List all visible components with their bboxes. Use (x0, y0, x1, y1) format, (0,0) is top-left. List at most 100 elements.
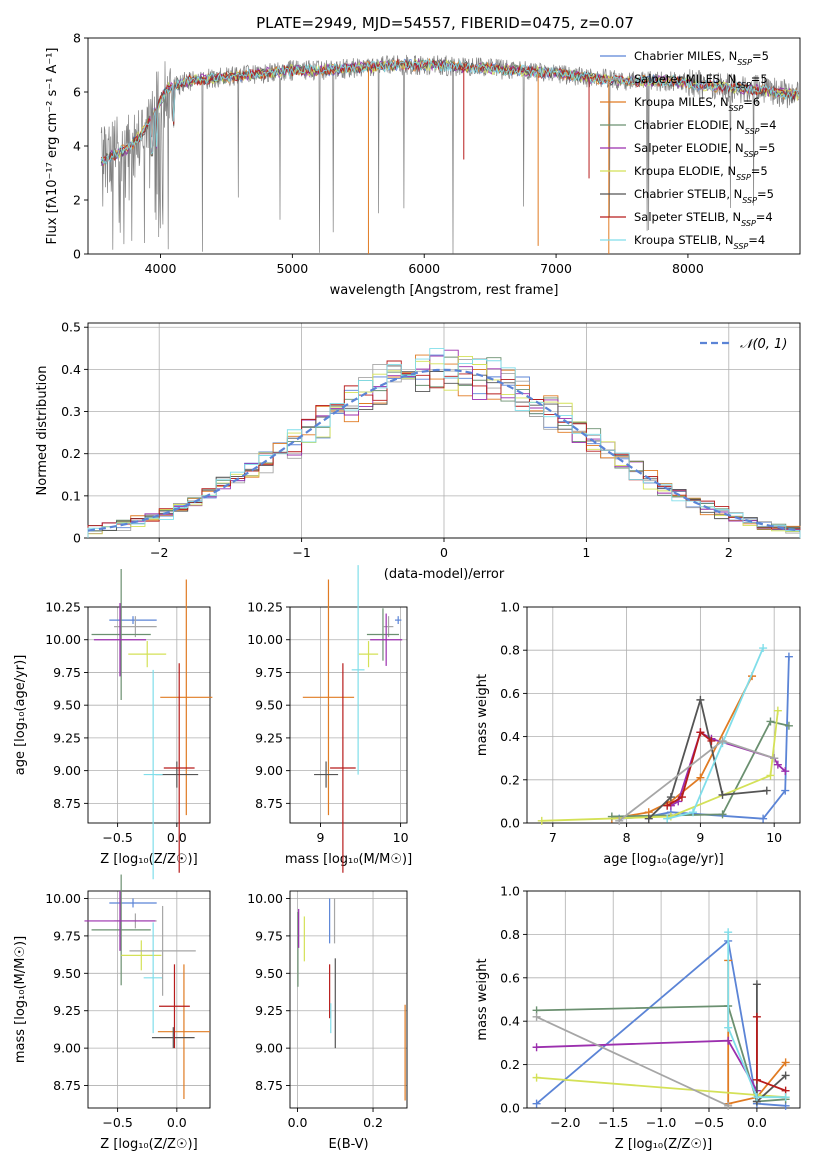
series-marker (770, 754, 779, 763)
series-marker (781, 786, 790, 795)
y-tick-label: 0.0 (500, 816, 520, 831)
residuals-xlabel: (data-model)/error (384, 567, 505, 582)
x-tick-label: −2 (150, 545, 168, 560)
y-tick-label: 0.2 (500, 772, 520, 787)
point-chabrier-elodie (91, 569, 151, 700)
point-salpeter-stelib (330, 663, 356, 873)
legend-entry: Salpeter ELODIE, NSSP=5 (634, 141, 775, 159)
point-salpeter-elodie (370, 613, 403, 666)
x-tick-label: 10 (393, 830, 409, 845)
series-line (727, 960, 787, 1105)
point-chabrier-stelib (314, 761, 339, 788)
x-tick-label: 0.2 (363, 1115, 383, 1130)
series-line (541, 710, 779, 822)
x-tick-label: 0.0 (747, 1115, 767, 1130)
point-kroupa-miles (157, 964, 210, 1100)
series-marker (752, 1012, 761, 1021)
age-vs-mass-frame (289, 606, 408, 824)
series-marker (759, 644, 768, 653)
series-marker (696, 728, 705, 737)
legend-entry: Salpeter MILES, NSSP=5 (634, 72, 768, 90)
series-marker (537, 816, 546, 825)
series-marker (663, 814, 672, 823)
y-tick-label: 0 (73, 247, 81, 262)
point-salpeter-stelib (163, 663, 195, 873)
y-tick-label: 0.4 (61, 362, 81, 377)
y-tick-label: 8.75 (53, 1078, 81, 1093)
point-salpeter-miles (383, 616, 394, 638)
series-marker (532, 1012, 541, 1021)
y-tick-label: 9.75 (53, 665, 81, 680)
y-tick-label: 0.4 (500, 1014, 520, 1029)
series-marker (724, 1023, 733, 1032)
chart-layer: 4000 5000 6000 7000 8000 0 2 4 6 8 wavelength [Ang… (13, 31, 801, 1152)
series-marker (773, 706, 782, 715)
series-chabrier-miles (615, 652, 793, 823)
series-marker (781, 767, 790, 776)
point-kroupa-miles (302, 579, 355, 816)
series-salpeter-stelib (752, 1012, 790, 1095)
series-marker (766, 771, 775, 780)
age-vs-Z-xlabel: Z [log₁₀(Z/Z☉)] (100, 852, 197, 867)
series-marker (759, 814, 768, 823)
x-tick-label: 5000 (276, 261, 308, 276)
point-chabrier-elodie (366, 608, 399, 661)
y-tick-label: 0.8 (500, 643, 520, 658)
x-tick-label: 10 (766, 830, 782, 845)
age-vs-mass-xlabel: mass [log₁₀(M/M☉)] (285, 852, 412, 867)
series-marker (696, 773, 705, 782)
x-tick-label: 7 (549, 830, 557, 845)
x-tick-label: 0.0 (288, 1115, 308, 1130)
x-tick-label: 0.0 (167, 1115, 187, 1130)
series-marker (752, 1093, 761, 1102)
y-tick-label: 8.75 (255, 1078, 283, 1093)
y-tick-label: 0.2 (500, 1057, 520, 1072)
series-line (727, 932, 786, 1099)
massweight-vs-age-ylabel: mass weight (475, 674, 490, 756)
series-marker (724, 1101, 733, 1110)
y-tick-label: 9.75 (255, 665, 283, 680)
age-vs-Z-frame (87, 606, 211, 824)
legend-entry: Chabrier MILES, NSSP=5 (634, 49, 769, 67)
legend-entry: Chabrier ELODIE, NSSP=4 (634, 118, 776, 136)
series-chabrier-stelib (644, 695, 771, 823)
y-tick-label: 10.25 (45, 600, 81, 615)
point-chabrier-miles (109, 616, 157, 625)
massweight-vs-Z-ylabel: mass weight (475, 958, 490, 1040)
series-line (619, 656, 790, 820)
series-marker (677, 793, 686, 802)
x-tick-label: 0.0 (167, 830, 187, 845)
x-tick-label: 8 (623, 830, 631, 845)
point-kroupa-elodie (121, 940, 162, 971)
series-marker (615, 816, 624, 825)
spectrum-xlabel: wavelength [Angstrom, rest frame] (330, 283, 559, 298)
series-line (536, 1016, 729, 1107)
y-tick-label: 9.00 (255, 1041, 283, 1056)
series-marker (762, 786, 771, 795)
model-line-kroupa-stelib (100, 58, 800, 166)
mass-vs-Z-xlabel: Z [log₁₀(Z/Z☉)] (100, 1137, 197, 1152)
y-tick-label: 9.50 (255, 698, 283, 713)
legend-entry: Chabrier STELIB, NSSP=5 (634, 187, 774, 205)
x-tick-label: −2.0 (550, 1115, 580, 1130)
x-tick-label: 9 (316, 830, 324, 845)
y-tick-label: 10.00 (247, 632, 283, 647)
series-marker (784, 652, 793, 661)
point-kroupa-stelib (143, 922, 163, 1034)
series-line (536, 1039, 758, 1092)
y-tick-label: 9.25 (255, 730, 283, 745)
x-tick-label: 0 (440, 545, 448, 560)
age-vs-Z-ylabel: age [log₁₀(age/yr)] (13, 655, 28, 776)
point-salpeter-elodie (84, 891, 156, 951)
point-kroupa-elodie (358, 641, 379, 668)
series-marker (707, 736, 716, 745)
point-salpeter-elodie (93, 603, 147, 677)
series-marker (718, 736, 727, 745)
y-tick-label: 4 (73, 139, 81, 154)
series-marker (781, 1093, 790, 1102)
series-kroupa-stelib (724, 928, 790, 1102)
y-tick-label: 2 (73, 193, 81, 208)
y-tick-label: 0.6 (500, 970, 520, 985)
series-chabrier-stelib (752, 980, 790, 1106)
mass-vs-ebv-axes (286, 890, 408, 1112)
